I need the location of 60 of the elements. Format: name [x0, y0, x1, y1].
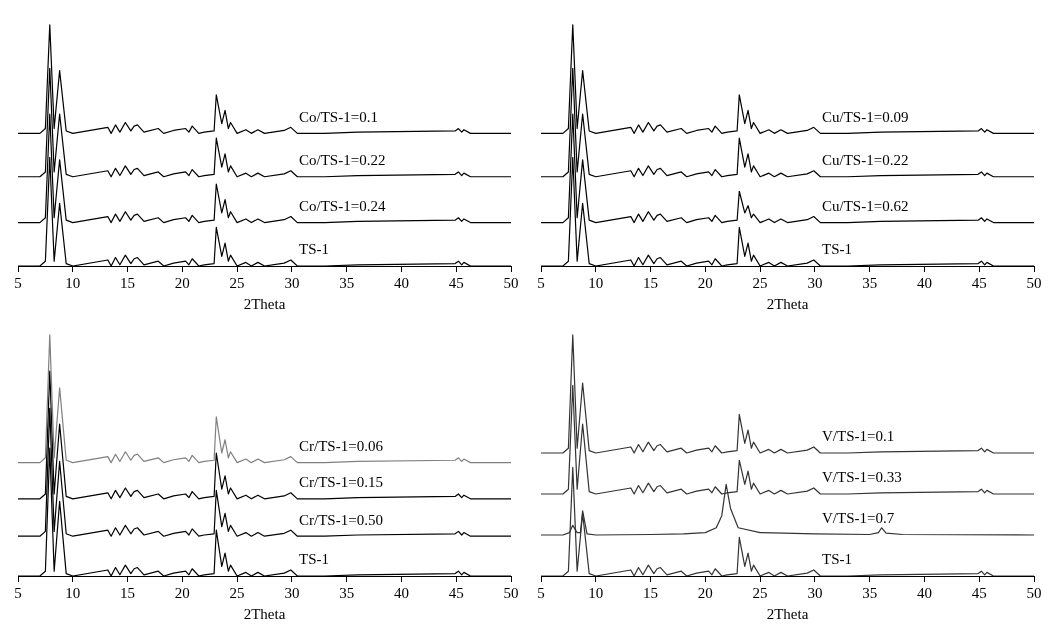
series-label: TS-1	[822, 241, 853, 258]
x-axis-title: 2Theta	[766, 605, 809, 622]
series-label: Cu/TS-1=0.09	[822, 108, 909, 125]
x-tick-label: 25	[229, 584, 245, 601]
x-tick-label: 50	[503, 274, 519, 291]
x-tick-label: 30	[284, 274, 300, 291]
series-label: Cu/TS-1=0.22	[822, 152, 909, 169]
x-tick-label: 15	[643, 584, 659, 601]
series-label: Co/TS-1=0.22	[299, 152, 386, 169]
x-tick-label: 40	[393, 584, 409, 601]
series-label: Cu/TS-1=0.62	[822, 198, 909, 215]
x-tick-label: 20	[174, 274, 190, 291]
x-tick-label: 40	[916, 274, 932, 291]
series-label: V/TS-1=0.33	[822, 469, 902, 486]
x-tick-label: 30	[807, 274, 823, 291]
x-tick-label: 45	[448, 274, 464, 291]
x-tick-label: 20	[174, 584, 190, 601]
x-tick-label: 5	[14, 584, 22, 601]
series-label: V/TS-1=0.1	[822, 428, 895, 445]
x-tick-label: 10	[588, 274, 604, 291]
series-label: Cr/TS-1=0.06	[299, 438, 384, 455]
x-axis-title: 2Theta	[243, 605, 286, 622]
x-tick-label: 40	[393, 274, 409, 291]
x-tick-label: 15	[120, 274, 136, 291]
x-tick-label: 15	[643, 274, 659, 291]
series-label: TS-1	[299, 241, 330, 258]
series-label: Cr/TS-1=0.50	[299, 511, 383, 528]
x-tick-label: 45	[971, 584, 987, 601]
x-tick-label: 10	[65, 274, 81, 291]
x-tick-label: 40	[916, 584, 932, 601]
x-tick-label: 30	[284, 584, 300, 601]
x-tick-label: 50	[1026, 274, 1042, 291]
x-axis-title: 2Theta	[766, 295, 809, 312]
series-label: Co/TS-1=0.1	[299, 108, 378, 125]
x-tick-label: 5	[14, 274, 22, 291]
x-tick-label: 25	[752, 584, 768, 601]
x-tick-label: 35	[862, 274, 878, 291]
x-tick-label: 10	[65, 584, 81, 601]
series-label: V/TS-1=0.7	[822, 510, 895, 527]
x-tick-label: 20	[697, 274, 713, 291]
x-tick-label: 5	[537, 274, 545, 291]
x-tick-label: 20	[697, 584, 713, 601]
series-label: Co/TS-1=0.24	[299, 198, 386, 215]
x-tick-label: 35	[339, 274, 355, 291]
x-axis-title: 2Theta	[243, 295, 286, 312]
series-label: TS-1	[299, 551, 330, 568]
x-tick-label: 35	[862, 584, 878, 601]
series-label: TS-1	[822, 551, 853, 568]
x-tick-label: 45	[448, 584, 464, 601]
x-tick-label: 35	[339, 584, 355, 601]
series-label: Cr/TS-1=0.15	[299, 474, 383, 491]
x-tick-label: 10	[588, 584, 604, 601]
x-tick-label: 5	[537, 584, 545, 601]
x-tick-label: 30	[807, 584, 823, 601]
x-tick-label: 25	[752, 274, 768, 291]
x-tick-label: 15	[120, 584, 136, 601]
x-tick-label: 50	[503, 584, 519, 601]
x-tick-label: 50	[1026, 584, 1042, 601]
x-tick-label: 45	[971, 274, 987, 291]
x-tick-label: 25	[229, 274, 245, 291]
